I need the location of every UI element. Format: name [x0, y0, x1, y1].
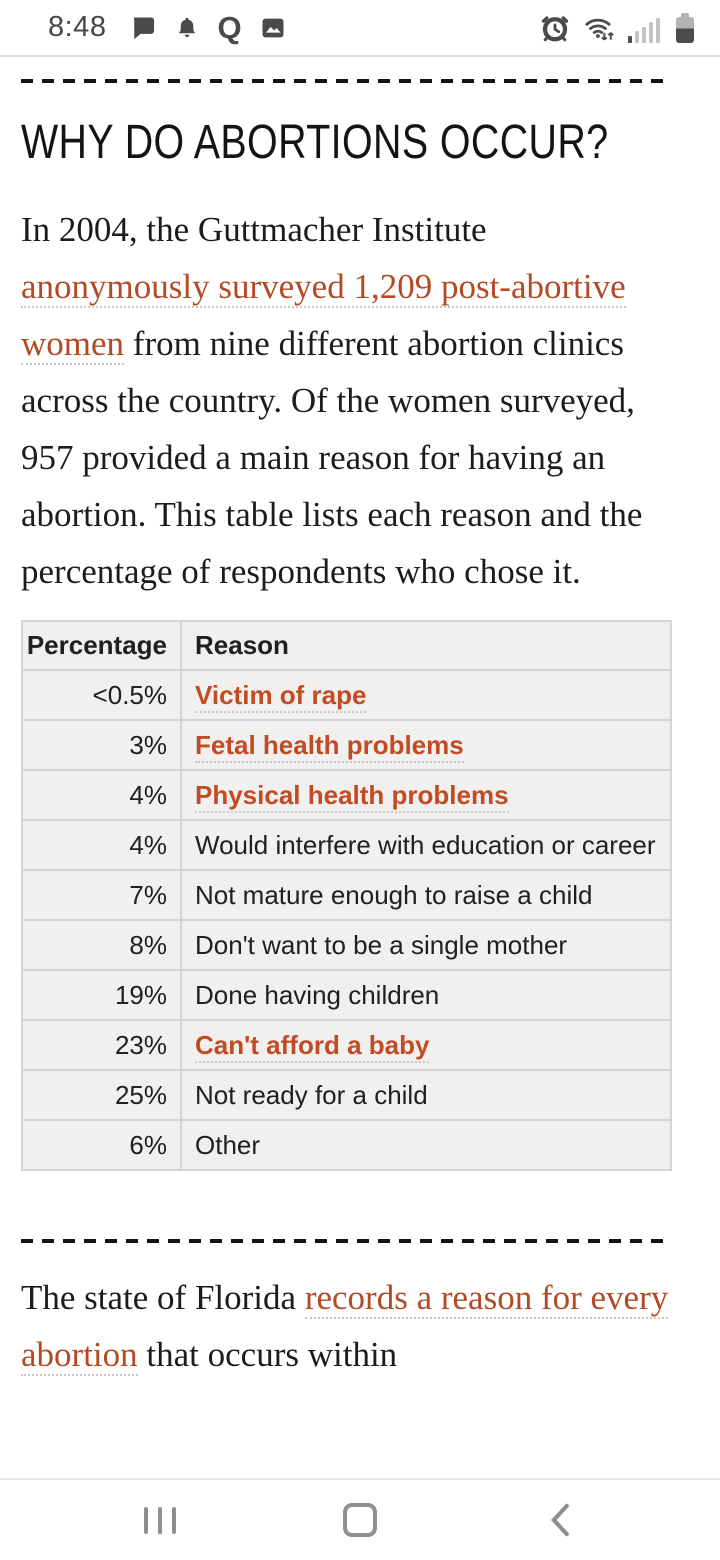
- table-row: <0.5% Victim of rape: [21, 669, 672, 721]
- reason-cell: Can't afford a baby: [180, 1019, 672, 1071]
- reason-cell: Not ready for a child: [180, 1069, 672, 1121]
- reason-cell: Don't want to be a single mother: [180, 919, 672, 971]
- survey-link[interactable]: anonymously surveyed 1,209 post-abortive…: [21, 267, 626, 365]
- florida-records-link[interactable]: records a reason for every abortion: [21, 1278, 669, 1376]
- dashed-divider: [21, 79, 671, 83]
- bell-icon: [174, 14, 200, 42]
- percentage-cell: 6%: [21, 1119, 182, 1171]
- table-body: <0.5% Victim of rape 3% Fetal health proble…: [21, 669, 672, 1171]
- recents-icon: [144, 1506, 176, 1534]
- reason-link[interactable]: Physical health problems: [195, 779, 509, 813]
- table-row: 7% Not mature enough to raise a child: [21, 869, 672, 921]
- chat-icon: [129, 14, 157, 42]
- paragraph-text: that occurs within: [137, 1335, 398, 1374]
- page-title: WHY DO ABORTIONS OCCUR?: [21, 116, 609, 169]
- reasons-table: Percentage Reason <0.5% Victim of rape 3% F…: [21, 620, 672, 1171]
- reason-link[interactable]: Can't afford a baby: [195, 1029, 430, 1063]
- table-header-row: Percentage Reason: [21, 620, 672, 671]
- reason-link[interactable]: Fetal health problems: [195, 729, 464, 763]
- status-bar: 8:48 Q: [0, 0, 720, 57]
- percentage-cell: <0.5%: [21, 669, 182, 721]
- wifi-icon: [583, 13, 615, 43]
- table-row: 25% Not ready for a child: [21, 1069, 672, 1121]
- status-bar-left: 8:48 Q: [48, 11, 287, 44]
- reason-cell: Victim of rape: [180, 669, 672, 721]
- reason-cell: Would interfere with education or career: [180, 819, 672, 871]
- dashed-divider: [21, 1239, 671, 1243]
- alarm-icon: [540, 13, 570, 43]
- percentage-header: Percentage: [21, 620, 182, 671]
- quora-icon: Q: [217, 10, 242, 45]
- percentage-cell: 8%: [21, 919, 182, 971]
- percentage-cell: 7%: [21, 869, 182, 921]
- reason-cell: Physical health problems: [180, 769, 672, 821]
- paragraph-text: In 2004, the Guttmacher Institute: [21, 210, 487, 249]
- home-icon: [343, 1503, 377, 1537]
- reason-cell: Not mature enough to raise a child: [180, 869, 672, 921]
- navigation-bar: [0, 1478, 720, 1560]
- percentage-cell: 4%: [21, 769, 182, 821]
- page-content: WHY DO ABORTIONS OCCUR? In 2004, the Gut…: [0, 59, 720, 1478]
- percentage-cell: 25%: [21, 1069, 182, 1121]
- reason-link[interactable]: Victim of rape: [195, 679, 367, 713]
- florida-paragraph: The state of Florida records a reason fo…: [21, 1269, 683, 1383]
- recents-button[interactable]: [120, 1490, 200, 1550]
- table-row: 8% Don't want to be a single mother: [21, 919, 672, 971]
- battery-icon: [676, 12, 694, 43]
- back-icon: [550, 1503, 569, 1537]
- percentage-cell: 19%: [21, 969, 182, 1021]
- intro-paragraph: In 2004, the Guttmacher Institute anonym…: [21, 201, 683, 600]
- percentage-cell: 4%: [21, 819, 182, 871]
- clock-time: 8:48: [48, 11, 107, 43]
- back-button[interactable]: [520, 1490, 600, 1550]
- paragraph-text: from nine different abortion clinics acr…: [21, 324, 643, 591]
- gallery-icon: [259, 14, 287, 42]
- reason-cell: Done having children: [180, 969, 672, 1021]
- percentage-cell: 3%: [21, 719, 182, 771]
- percentage-cell: 23%: [21, 1019, 182, 1071]
- table-row: 4% Physical health problems: [21, 769, 672, 821]
- table-row: 3% Fetal health problems: [21, 719, 672, 771]
- table-row: 19% Done having children: [21, 969, 672, 1021]
- table-row: 23% Can't afford a baby: [21, 1019, 672, 1071]
- reason-cell: Other: [180, 1119, 672, 1171]
- signal-icon: [628, 17, 660, 43]
- home-button[interactable]: [320, 1490, 400, 1550]
- paragraph-text: The state of Florida: [21, 1278, 305, 1317]
- table-row: 4% Would interfere with education or care…: [21, 819, 672, 871]
- reason-header: Reason: [180, 620, 672, 671]
- table-row: 6% Other: [21, 1119, 672, 1171]
- reason-cell: Fetal health problems: [180, 719, 672, 771]
- status-bar-right: [540, 12, 694, 43]
